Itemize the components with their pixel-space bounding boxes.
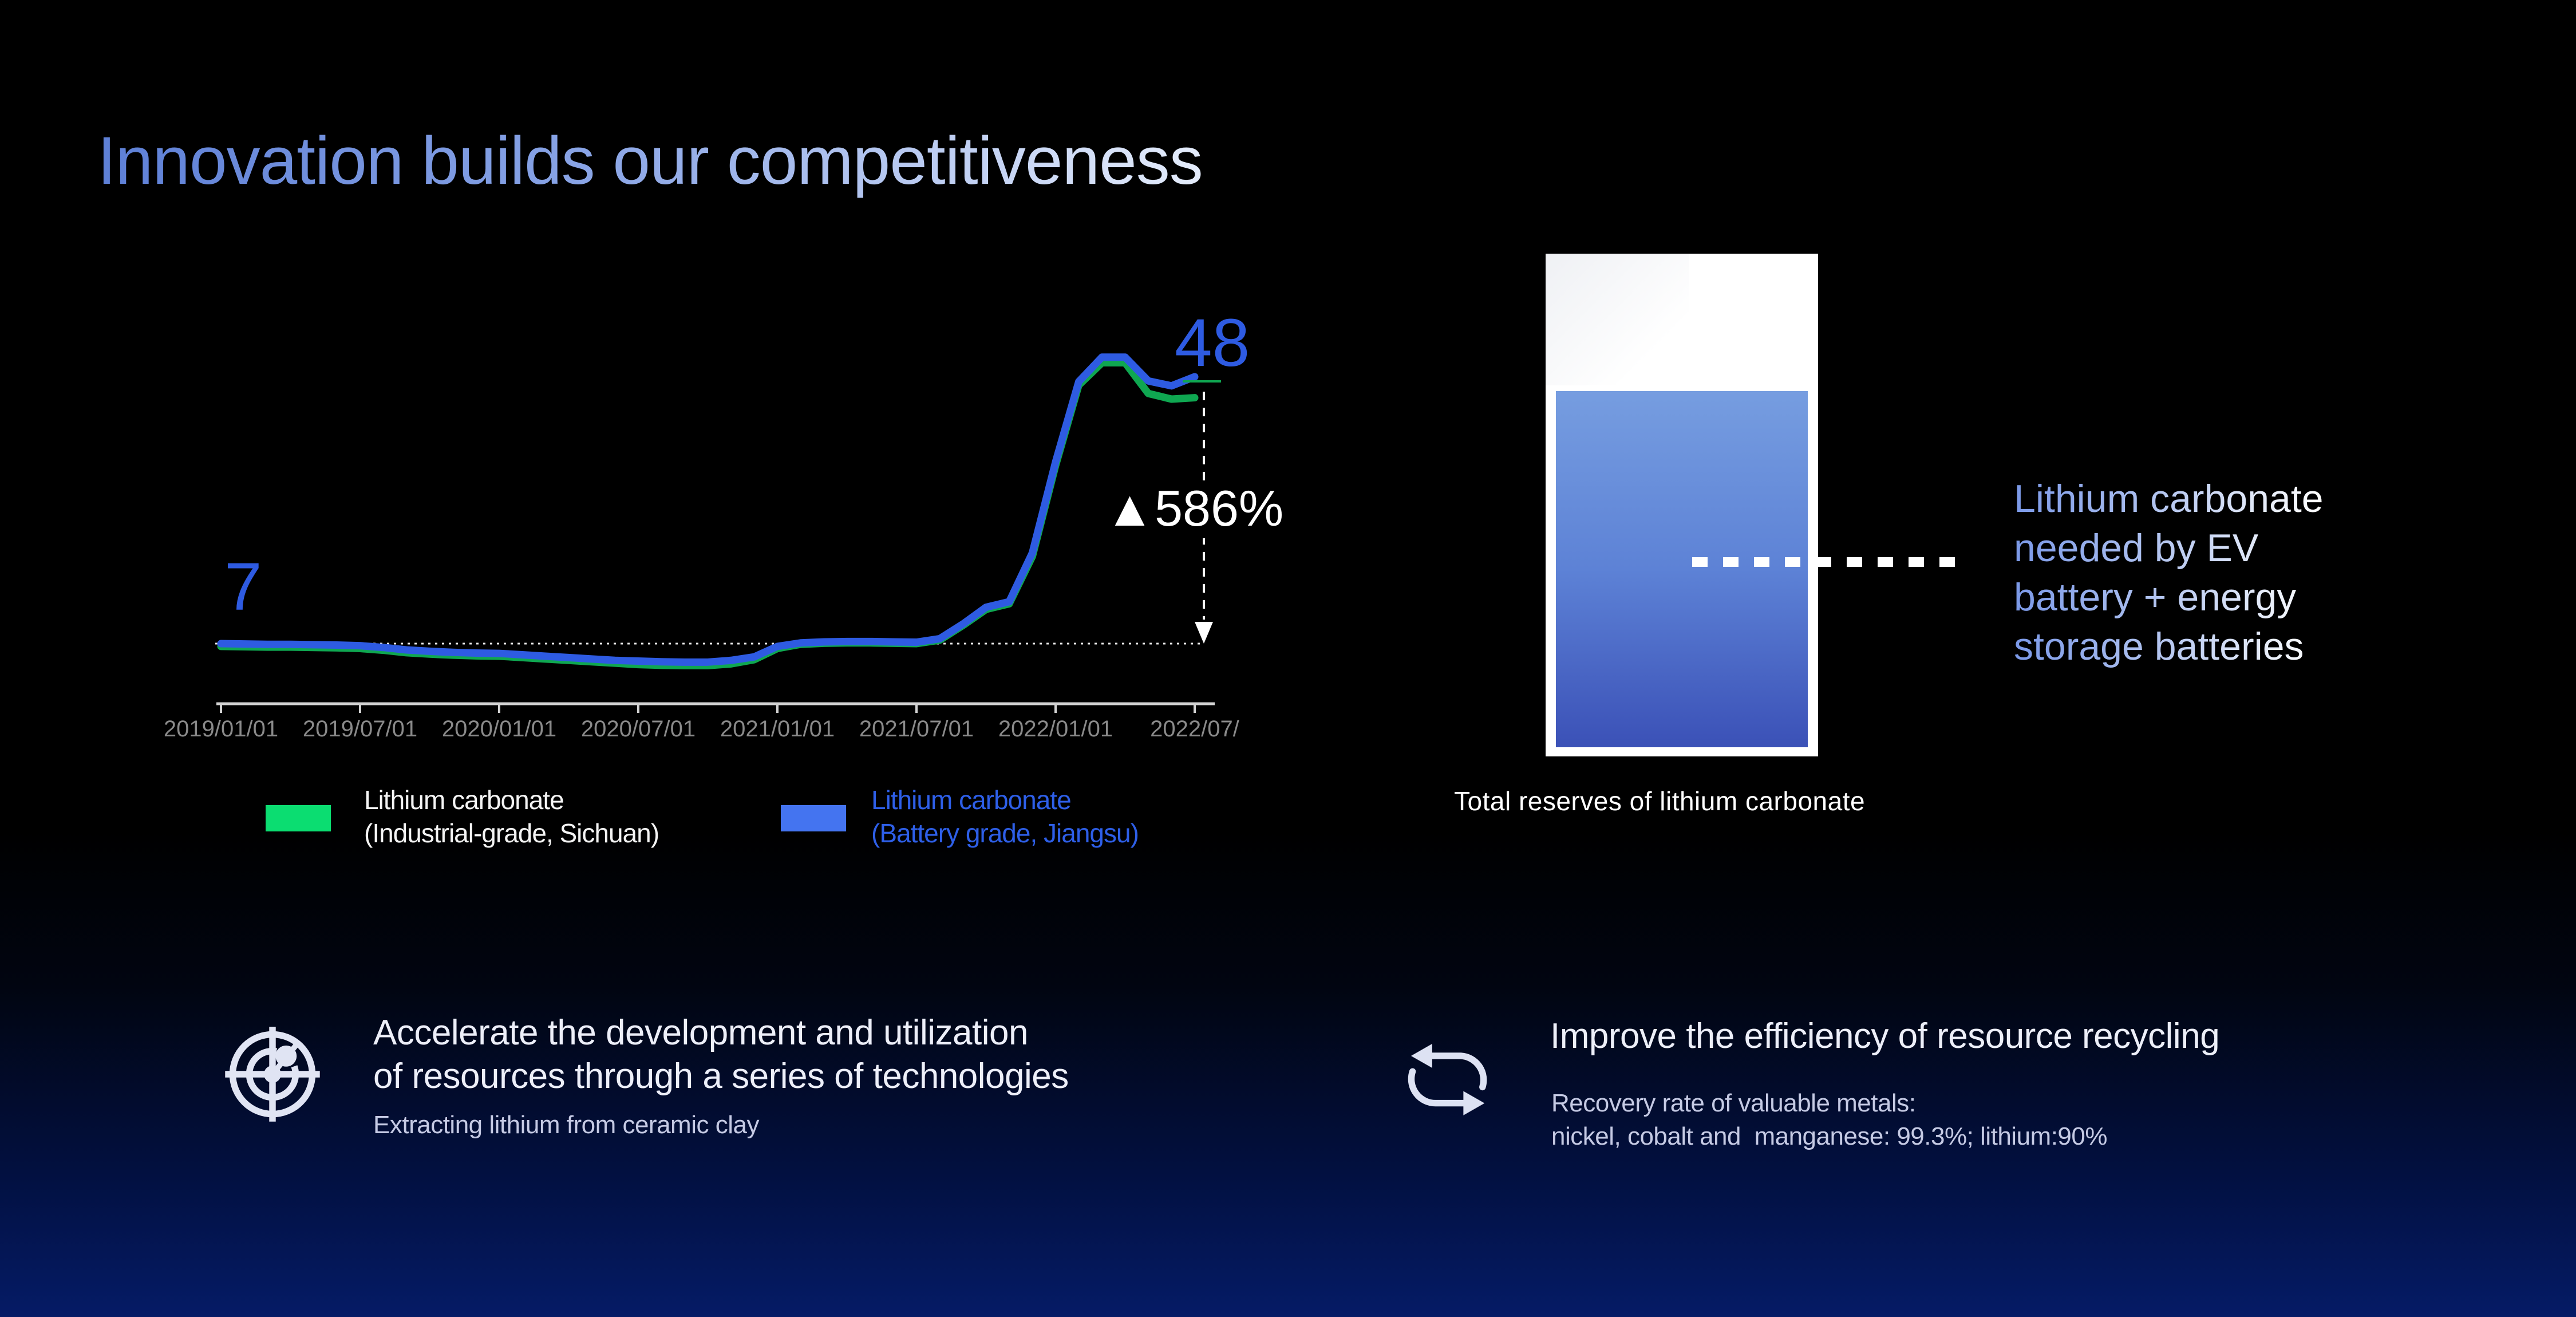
reserves-level-dashed-line bbox=[1692, 557, 1966, 567]
feature-2-title: Improve the efficiency of resource recyc… bbox=[1550, 1016, 2220, 1056]
legend-item-industrial: Lithium carbonate (Industrial-grade, Sic… bbox=[266, 783, 659, 850]
series-line-battery bbox=[217, 353, 1199, 666]
x-axis-tick-label: 2021/07/01 bbox=[859, 716, 974, 742]
series-line-industrial bbox=[217, 359, 1199, 669]
x-axis-tick-label: 2019/07/01 bbox=[303, 716, 417, 742]
recycle-icon bbox=[1408, 1043, 1487, 1115]
reserves-container-sheen bbox=[1546, 254, 1689, 385]
chart-start-value: 7 bbox=[224, 549, 262, 625]
feature-2-subtitle: Recovery rate of valuable metals: nickel… bbox=[1551, 1089, 2107, 1150]
page-title: Innovation builds our competitiveness bbox=[97, 123, 1203, 199]
x-axis-tick-label: 2021/01/01 bbox=[720, 716, 835, 742]
feature-1-title: Accelerate the development and utilizati… bbox=[373, 1013, 1069, 1096]
x-axis-tick-label: 2022/01/01 bbox=[998, 716, 1113, 742]
x-axis-tick-label: 2020/07/01 bbox=[581, 716, 696, 742]
x-axis-tick-label: 2022/07/ bbox=[1150, 716, 1240, 742]
x-axis-tick-label: 2019/01/01 bbox=[164, 716, 278, 742]
reserves-note: Lithium carbonate needed by EV battery +… bbox=[2014, 474, 2324, 671]
reserves-caption: Total reserves of lithium carbonate bbox=[1454, 786, 1866, 816]
radar-icon bbox=[225, 1027, 320, 1122]
legend-item-battery: Lithium carbonate (Battery grade, Jiangs… bbox=[781, 783, 1139, 850]
chart-end-value: 48 bbox=[1175, 305, 1250, 381]
reserves-fill-level bbox=[1556, 391, 1808, 747]
legend-swatch-green bbox=[266, 805, 331, 831]
drop-arrowhead bbox=[1195, 622, 1213, 644]
lithium-price-chart: 2019/01/01 2019/07/01 2020/01/01 2020/07/01… bbox=[164, 353, 1240, 742]
x-axis-tick-label: 2020/01/01 bbox=[442, 716, 556, 742]
legend-label-industrial: Lithium carbonate (Industrial-grade, Sic… bbox=[364, 785, 659, 848]
feature-1-subtitle: Extracting lithium from ceramic clay bbox=[373, 1111, 759, 1139]
chart-change-badge: ▲586% bbox=[1105, 481, 1290, 538]
legend-swatch-blue bbox=[781, 805, 846, 831]
legend-label-battery: Lithium carbonate (Battery grade, Jiangs… bbox=[871, 785, 1139, 848]
